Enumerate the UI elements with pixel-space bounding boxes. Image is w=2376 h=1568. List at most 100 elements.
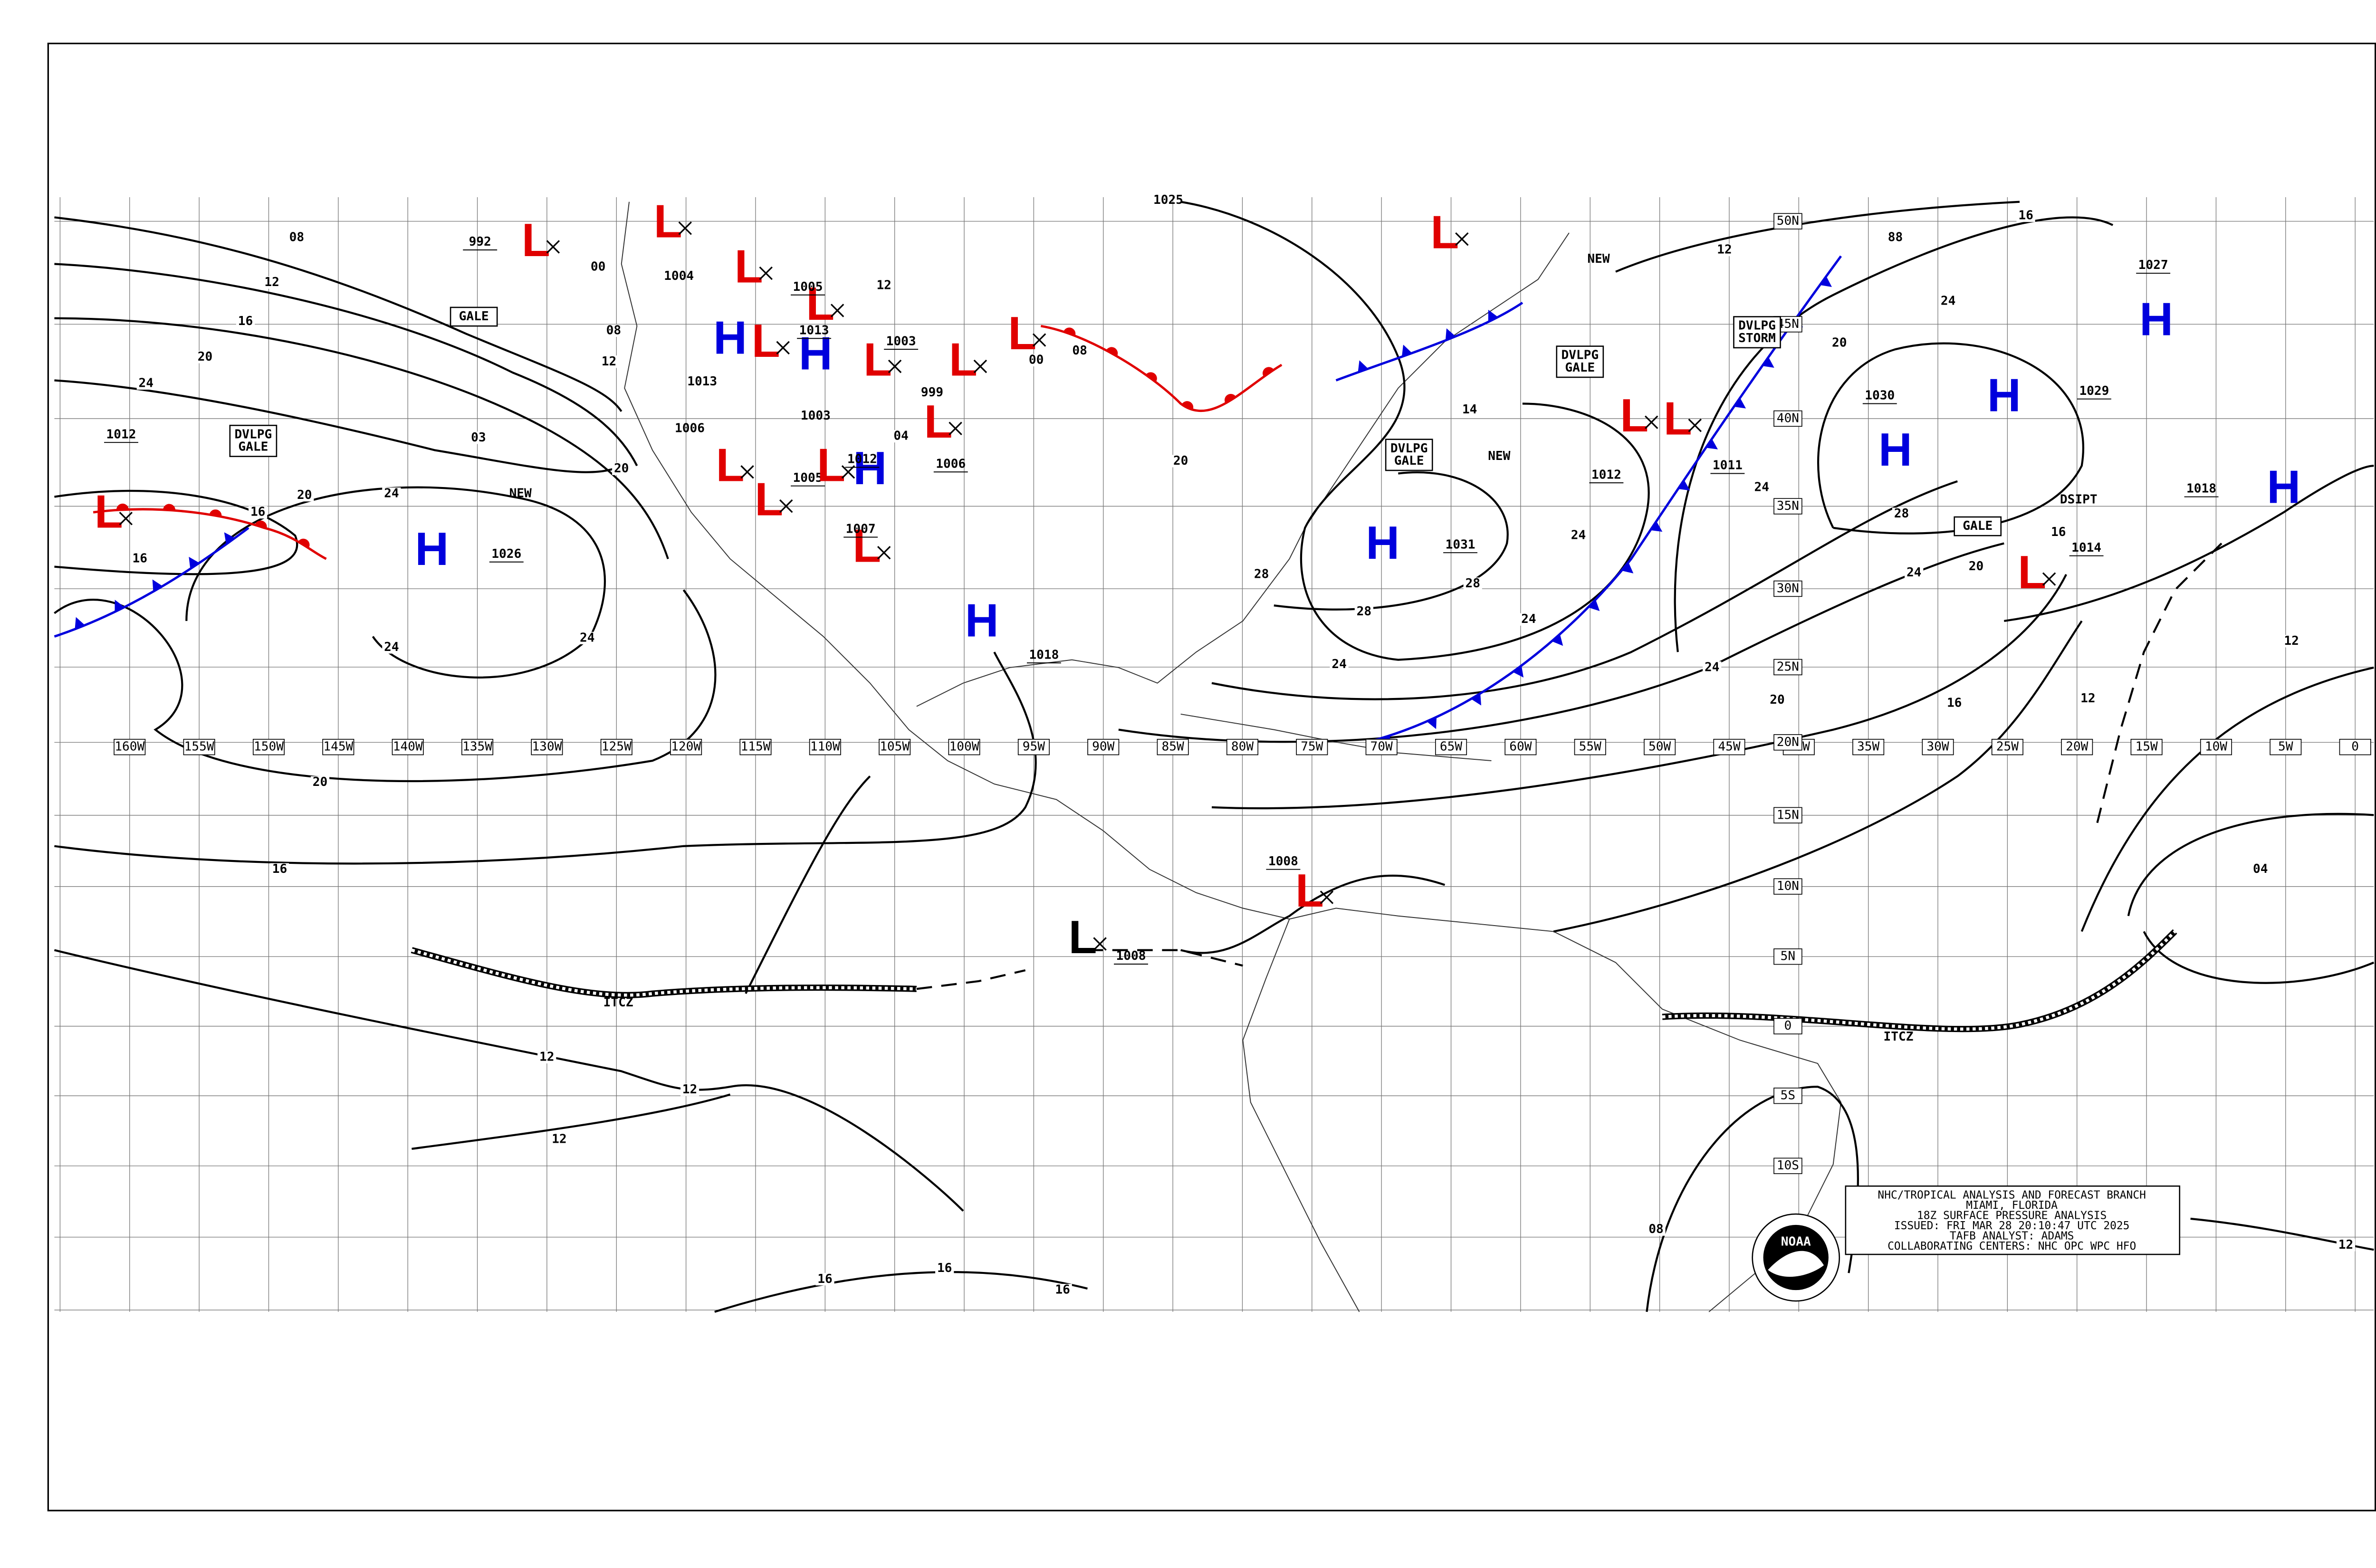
isobar-label: 16 [937,1261,952,1275]
pressure-value: 1008 [1116,949,1146,963]
lon-label-box [809,739,841,755]
isobar-label-bg [262,276,281,289]
isobar-label-bg [1569,529,1588,542]
front-semicircle [1224,393,1236,403]
front-semicircle [255,520,267,529]
pressure-value: 1007 [846,522,876,536]
isobar-label-bg [1830,337,1849,350]
isobar-label-bg [1354,605,1373,618]
lon-label-box [392,739,424,755]
isobar-label-bg [537,1051,556,1064]
pressure-value: 1025 [1153,193,1183,207]
isobar-label-bg [1966,560,1986,573]
isobar [1211,574,2067,810]
pressure-center: L [806,277,834,330]
lon-label: 90W [1092,740,1114,754]
isobar-label-bg [815,1273,834,1286]
isobar-label-bg [1252,568,1271,581]
lon-label: 45W [1718,740,1740,754]
lon-label-box [531,739,563,755]
isobar-label-bg [1768,694,1787,707]
lon-label: 145W [323,740,353,754]
isobar-label: 12 [1717,243,1732,257]
pressure-value: 1003 [886,334,916,348]
front-semicircle [1146,372,1157,382]
isobar-label-bg [935,1262,954,1275]
isobar-label-bg [249,506,268,519]
lon-label: 0 [2351,740,2359,754]
isobar-label-bg [2251,863,2270,876]
isobar-label: 24 [1571,528,1586,543]
isobar-label-bg [589,260,608,274]
lon-label-box [739,739,772,755]
isobar [2127,813,2375,984]
title-block: NHC/TROPICAL ANALYSIS AND FORECAST BRANC… [1845,1185,2181,1255]
isobar-label: 00 [1029,353,1044,367]
isobar-label: 88 [1888,230,1903,244]
lon-label: 50W [1648,740,1671,754]
pressure-value: 1029 [2079,384,2109,398]
center-mark [779,499,793,513]
lon-label: 110W [810,740,840,754]
lon-label: 60W [1509,740,1532,754]
cold-front [54,526,249,638]
front-semicircle [209,509,222,517]
lon-label-box [1017,739,1050,755]
lon-label: 65W [1440,740,1462,754]
lon-label: 115W [740,740,770,754]
pressure-value: 1004 [664,269,694,283]
isobar [54,949,964,1212]
lon-label-box [1991,739,2023,755]
lon-label-box [948,739,980,755]
isobar [1674,216,2114,652]
pressure-center: H [799,327,833,379]
lon-label-box [2270,739,2302,755]
front-triangle [189,556,200,569]
lat-label: 5N [1781,949,1795,964]
lon-label-box [1922,739,1954,755]
isobar-label: 24 [139,376,153,391]
center-mark [1093,937,1107,951]
pressure-value: 1013 [687,374,717,389]
isobar-label-bg [680,1083,699,1096]
pressure-center: H [415,523,449,575]
annotation: NEW [509,487,532,501]
front-triangle [152,579,163,592]
lon-label-box [1435,739,1467,755]
itcz-band [1662,930,2176,1031]
lon-label-box [1157,739,1189,755]
annotation: GALE [238,440,268,454]
lon-label: 35W [1857,740,1879,754]
isobar-label-bg [599,355,619,368]
center-mark [776,341,790,355]
front-semicircle [1181,401,1194,411]
pressure-center: L [949,333,977,385]
lat-label-box [1773,878,1802,895]
lat-label-box [1773,498,1802,515]
pressure-value: 1031 [1446,537,1475,552]
isobar-label: 08 [606,323,621,337]
isobar-label: 12 [2080,691,2095,706]
lon-label-box [2061,739,2093,755]
front-triangle [1820,276,1832,287]
center-mark [830,304,844,317]
isobar [1274,471,1509,611]
noaa-logo: NOAA [1752,1213,1840,1302]
isobar-label: 16 [1055,1283,1070,1297]
isobar [54,216,623,412]
center-mark [2042,572,2056,586]
lon-label-box [2130,739,2163,755]
lon-label: 85W [1162,740,1184,754]
isobar-label-bg [2336,1239,2356,1252]
center-mark [740,465,754,479]
front-triangle [75,617,85,630]
isobar [54,263,638,467]
pressure-value: 1012 [1591,468,1621,482]
isobar-label: 24 [1907,565,1921,580]
lat-label-box [1773,1088,1802,1104]
lon-label: 130W [532,740,562,754]
lon-label-box [1296,739,1328,755]
lon-label: 100W [949,740,979,754]
front-triangle [1401,344,1412,357]
